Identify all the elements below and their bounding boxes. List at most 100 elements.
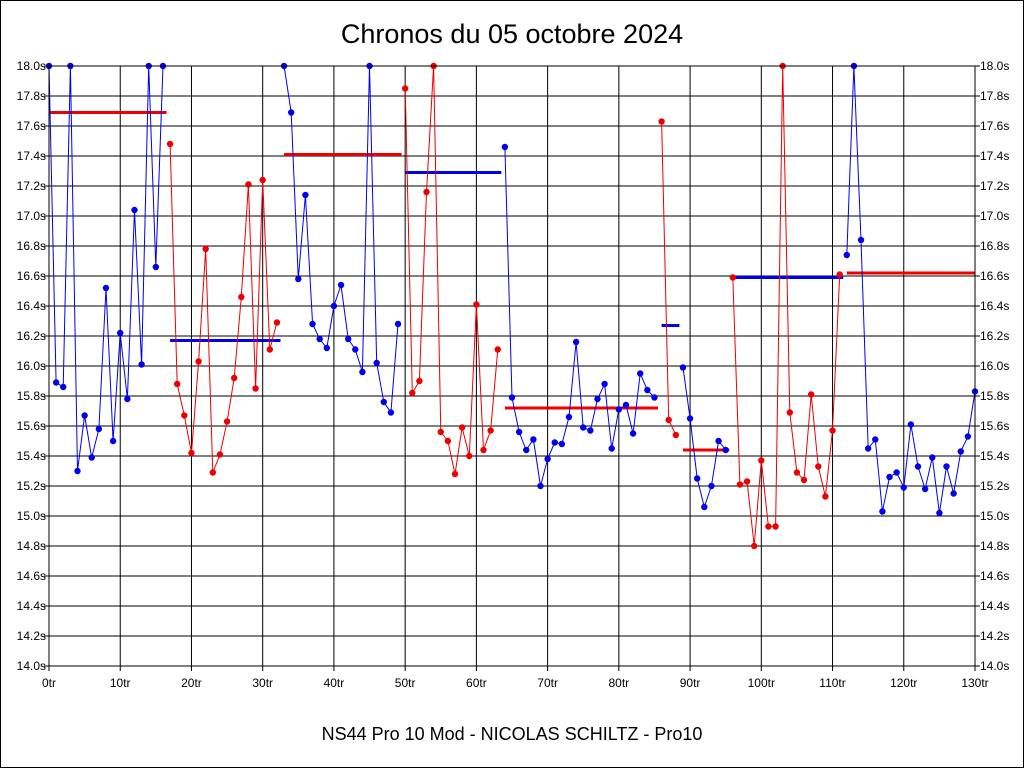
- y-tick-label-left: 14.6s: [17, 569, 46, 583]
- y-tick-label-right: 16.8s: [980, 239, 1009, 253]
- data-point: [423, 188, 430, 196]
- y-tick-label-right: 15.2s: [980, 479, 1009, 493]
- y-tick-label-left: 14.2s: [17, 629, 46, 643]
- data-point: [750, 542, 758, 550]
- data-point: [843, 251, 850, 259]
- y-tick-label-right: 17.8s: [980, 89, 1009, 103]
- data-point: [181, 412, 188, 419]
- data-point: [380, 398, 387, 406]
- data-point: [964, 433, 972, 440]
- data-point: [166, 140, 174, 148]
- y-tick-label-right: 16.0s: [980, 359, 1009, 373]
- y-tick-label-right: 15.0s: [980, 509, 1009, 523]
- data-point: [473, 301, 480, 308]
- data-point: [665, 416, 672, 424]
- data-point: [857, 236, 865, 244]
- data-point: [74, 467, 81, 475]
- data-point: [679, 364, 687, 371]
- data-point: [231, 374, 238, 382]
- y-tick-label-left: 14.0s: [17, 659, 46, 673]
- data-point: [672, 431, 680, 439]
- data-point: [786, 409, 793, 416]
- series-segment: [45, 62, 167, 475]
- data-point: [202, 245, 209, 253]
- data-point: [807, 391, 815, 398]
- data-point: [580, 424, 587, 431]
- data-point: [637, 370, 644, 377]
- data-point: [373, 359, 380, 367]
- data-point: [921, 485, 929, 493]
- data-point: [216, 451, 224, 458]
- data-point: [793, 469, 801, 476]
- series-segment: [280, 62, 402, 416]
- axes: 14.0s 14.0s 14.2s 14.2s 14.4s 14.4s 14.6s 14.6s…: [17, 59, 1010, 690]
- y-tick-label-right: 17.4s: [980, 149, 1009, 163]
- data-point: [836, 271, 843, 278]
- data-point: [437, 428, 444, 436]
- data-point: [629, 430, 637, 437]
- data-point: [60, 383, 67, 391]
- data-point: [872, 436, 879, 443]
- x-tick-label: 70tr: [537, 676, 558, 690]
- data-point: [722, 446, 729, 454]
- data-point: [352, 346, 359, 353]
- data-point: [124, 395, 131, 403]
- data-point: [537, 482, 544, 490]
- data-point: [822, 493, 829, 500]
- data-point: [451, 470, 459, 478]
- x-tick-label: 90tr: [680, 676, 701, 690]
- data-point: [886, 473, 893, 481]
- x-tick-label: 100tr: [748, 676, 775, 690]
- data-point: [608, 445, 615, 452]
- x-tick-label: 60tr: [466, 676, 487, 690]
- data-point: [515, 428, 523, 436]
- data-point: [950, 490, 957, 497]
- data-point: [195, 358, 202, 365]
- data-point: [701, 503, 708, 511]
- series-segment: [658, 118, 680, 439]
- y-tick-label-left: 17.0s: [17, 209, 46, 223]
- y-tick-label-right: 17.0s: [980, 209, 1009, 223]
- y-tick-label-left: 14.8s: [17, 539, 46, 553]
- data-point: [736, 481, 744, 488]
- x-tick-label: 130tr: [961, 676, 988, 690]
- data-point: [943, 463, 950, 470]
- y-tick-label-left: 14.4s: [17, 599, 46, 613]
- data-point: [765, 523, 772, 530]
- series-group: [45, 62, 979, 550]
- data-point: [758, 457, 765, 464]
- data-point: [572, 338, 580, 346]
- data-point: [658, 118, 665, 125]
- y-tick-label-left: 16.0s: [17, 359, 46, 373]
- data-point: [466, 452, 473, 460]
- data-point: [893, 469, 900, 476]
- y-tick-label-left: 17.6s: [17, 119, 46, 133]
- x-tick-label: 0tr: [42, 676, 56, 690]
- data-point: [729, 274, 737, 281]
- data-point: [551, 439, 558, 446]
- x-tick-label: 20tr: [181, 676, 202, 690]
- data-point: [644, 386, 651, 394]
- y-tick-label-right: 15.4s: [980, 449, 1009, 463]
- data-point: [708, 482, 715, 490]
- data-point: [815, 463, 822, 470]
- data-point: [523, 446, 530, 454]
- grid: [48, 65, 976, 667]
- data-point: [330, 302, 338, 310]
- series-line: [169, 143, 278, 473]
- x-tick-label: 50tr: [395, 676, 416, 690]
- data-point: [152, 263, 160, 271]
- data-point: [914, 463, 922, 470]
- y-tick-label-left: 16.2s: [17, 329, 46, 343]
- data-point: [52, 379, 60, 386]
- data-point: [544, 455, 551, 463]
- data-point: [565, 413, 573, 421]
- y-tick-label-right: 16.6s: [980, 269, 1009, 283]
- series-segment: [401, 62, 501, 478]
- data-point: [601, 380, 608, 388]
- y-tick-label-left: 17.4s: [17, 149, 46, 163]
- data-point: [900, 484, 907, 491]
- data-point: [117, 329, 124, 337]
- data-point: [359, 368, 366, 376]
